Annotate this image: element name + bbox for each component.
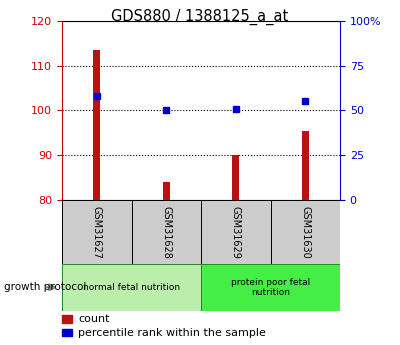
Text: protein poor fetal
nutrition: protein poor fetal nutrition	[231, 277, 310, 297]
Text: GDS880 / 1388125_a_at: GDS880 / 1388125_a_at	[111, 9, 289, 25]
FancyBboxPatch shape	[201, 264, 340, 310]
Bar	[232, 155, 239, 200]
Text: normal fetal nutrition: normal fetal nutrition	[83, 283, 180, 292]
FancyBboxPatch shape	[62, 264, 201, 310]
Text: percentile rank within the sample: percentile rank within the sample	[78, 328, 266, 337]
Bar	[93, 50, 100, 200]
Text: growth protocol: growth protocol	[4, 282, 86, 292]
FancyBboxPatch shape	[201, 200, 270, 264]
FancyBboxPatch shape	[132, 200, 201, 264]
Text: GSM31627: GSM31627	[92, 206, 102, 258]
Bar	[302, 131, 309, 200]
FancyBboxPatch shape	[270, 200, 340, 264]
Text: GSM31630: GSM31630	[300, 206, 310, 258]
Bar	[163, 182, 170, 200]
Text: GSM31628: GSM31628	[161, 206, 171, 258]
FancyBboxPatch shape	[62, 200, 132, 264]
Text: GSM31629: GSM31629	[231, 206, 241, 258]
Text: count: count	[78, 314, 110, 324]
